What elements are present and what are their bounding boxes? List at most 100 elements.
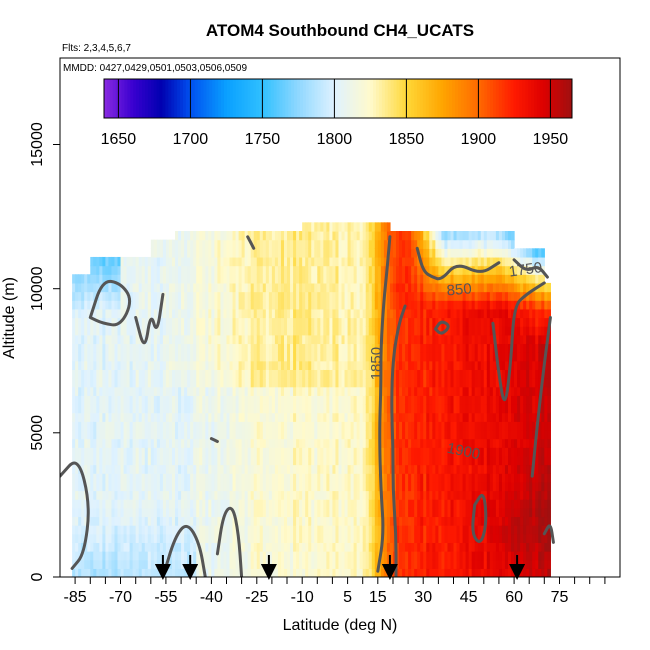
heatmap-cell xyxy=(290,568,294,577)
heatmap-cell xyxy=(392,317,397,327)
heatmap-cell xyxy=(235,473,240,483)
heatmap-cell xyxy=(441,369,446,379)
heatmap-cell xyxy=(386,481,391,492)
heatmap-cell xyxy=(311,559,315,569)
heatmap-cell xyxy=(199,343,203,353)
heatmap-cell xyxy=(84,378,88,388)
heatmap-cell xyxy=(96,559,100,569)
heatmap-cell xyxy=(359,412,364,422)
heatmap-cell xyxy=(274,490,279,500)
heatmap-cell xyxy=(220,473,225,483)
heatmap-cell xyxy=(181,231,185,241)
heatmap-cell xyxy=(280,464,285,474)
heatmap-cell xyxy=(365,300,370,310)
heatmap-cell xyxy=(196,447,200,457)
heatmap-cell xyxy=(208,473,212,483)
heatmap-cell xyxy=(114,369,119,379)
heatmap-cell xyxy=(441,386,446,396)
heatmap-cell xyxy=(314,360,318,370)
heatmap-cell xyxy=(362,360,367,370)
heatmap-cell xyxy=(241,334,246,345)
heatmap-cell xyxy=(259,490,264,500)
heatmap-cell xyxy=(196,291,200,301)
heatmap-cell xyxy=(262,239,267,249)
heatmap-cell xyxy=(235,490,240,500)
heatmap-cell xyxy=(405,291,409,301)
heatmap-cell xyxy=(435,352,439,362)
heatmap-cell xyxy=(332,326,337,336)
heatmap-cell xyxy=(411,421,415,431)
heatmap-cell xyxy=(271,386,276,396)
heatmap-cell xyxy=(284,412,288,422)
heatmap-cell xyxy=(426,490,430,500)
heatmap-cell xyxy=(368,525,373,535)
heatmap-cell xyxy=(420,231,424,241)
heatmap-cell xyxy=(132,326,137,336)
heatmap-cell xyxy=(90,533,94,543)
heatmap-cell xyxy=(190,412,194,422)
heatmap-cell xyxy=(311,490,315,500)
heatmap-cell xyxy=(226,473,231,483)
heatmap-cell xyxy=(323,352,327,362)
heatmap-cell xyxy=(96,429,100,440)
heatmap-cell xyxy=(165,525,170,535)
heatmap-cell xyxy=(150,490,155,500)
heatmap-cell xyxy=(405,421,409,431)
heatmap-cell xyxy=(72,395,76,405)
heatmap-cell xyxy=(417,352,421,362)
heatmap-cell xyxy=(144,559,149,569)
heatmap-cell xyxy=(205,239,209,249)
heatmap-cell xyxy=(123,525,128,535)
heatmap-cell xyxy=(214,455,219,466)
heatmap-cell xyxy=(196,334,200,345)
heatmap-cell xyxy=(329,533,334,543)
heatmap-cell xyxy=(123,369,128,379)
heatmap-cell xyxy=(181,265,185,275)
heatmap-cell xyxy=(190,386,194,396)
heatmap-cell xyxy=(75,568,79,577)
heatmap-cell xyxy=(220,421,225,431)
heatmap-cell xyxy=(414,386,418,396)
heatmap-cell xyxy=(374,551,379,561)
heatmap-cell xyxy=(229,490,234,500)
heatmap-cell xyxy=(253,429,258,440)
heatmap-cell xyxy=(75,395,79,405)
heatmap-cell xyxy=(353,256,358,267)
heatmap-cell xyxy=(326,334,331,345)
heatmap-cell xyxy=(226,343,231,353)
heatmap-cell xyxy=(238,274,243,284)
heatmap-cell xyxy=(162,256,167,267)
heatmap-cell xyxy=(262,352,267,362)
heatmap-cell xyxy=(150,291,155,301)
heatmap-cell xyxy=(208,334,212,345)
heatmap-cell xyxy=(232,473,237,483)
heatmap-cell xyxy=(396,542,400,552)
heatmap-cell xyxy=(199,369,203,379)
heatmap-cell xyxy=(326,231,331,241)
heatmap-cell xyxy=(111,568,116,577)
heatmap-cell xyxy=(147,300,152,310)
heatmap-cell xyxy=(211,516,215,526)
heatmap-cell xyxy=(199,395,203,405)
heatmap-cell xyxy=(117,481,122,492)
heatmap-cell xyxy=(147,291,152,301)
heatmap-cell xyxy=(162,343,167,353)
heatmap-cell xyxy=(117,395,122,405)
heatmap-cell xyxy=(223,265,228,275)
heatmap-cell xyxy=(87,473,91,483)
heatmap-cell xyxy=(450,248,455,258)
heatmap-cell xyxy=(147,412,152,422)
heatmap-cell xyxy=(317,222,321,232)
heatmap-cell xyxy=(111,378,116,388)
heatmap-cell xyxy=(247,551,252,561)
heatmap-cell xyxy=(72,343,76,353)
heatmap-cell xyxy=(429,429,433,440)
heatmap-cell xyxy=(217,300,222,310)
heatmap-cell xyxy=(129,464,134,474)
heatmap-cell xyxy=(78,412,82,422)
heatmap-cell xyxy=(396,369,400,379)
heatmap-cell xyxy=(429,542,433,552)
heatmap-cell xyxy=(383,429,388,440)
heatmap-cell xyxy=(190,317,194,327)
heatmap-cell xyxy=(159,308,164,319)
